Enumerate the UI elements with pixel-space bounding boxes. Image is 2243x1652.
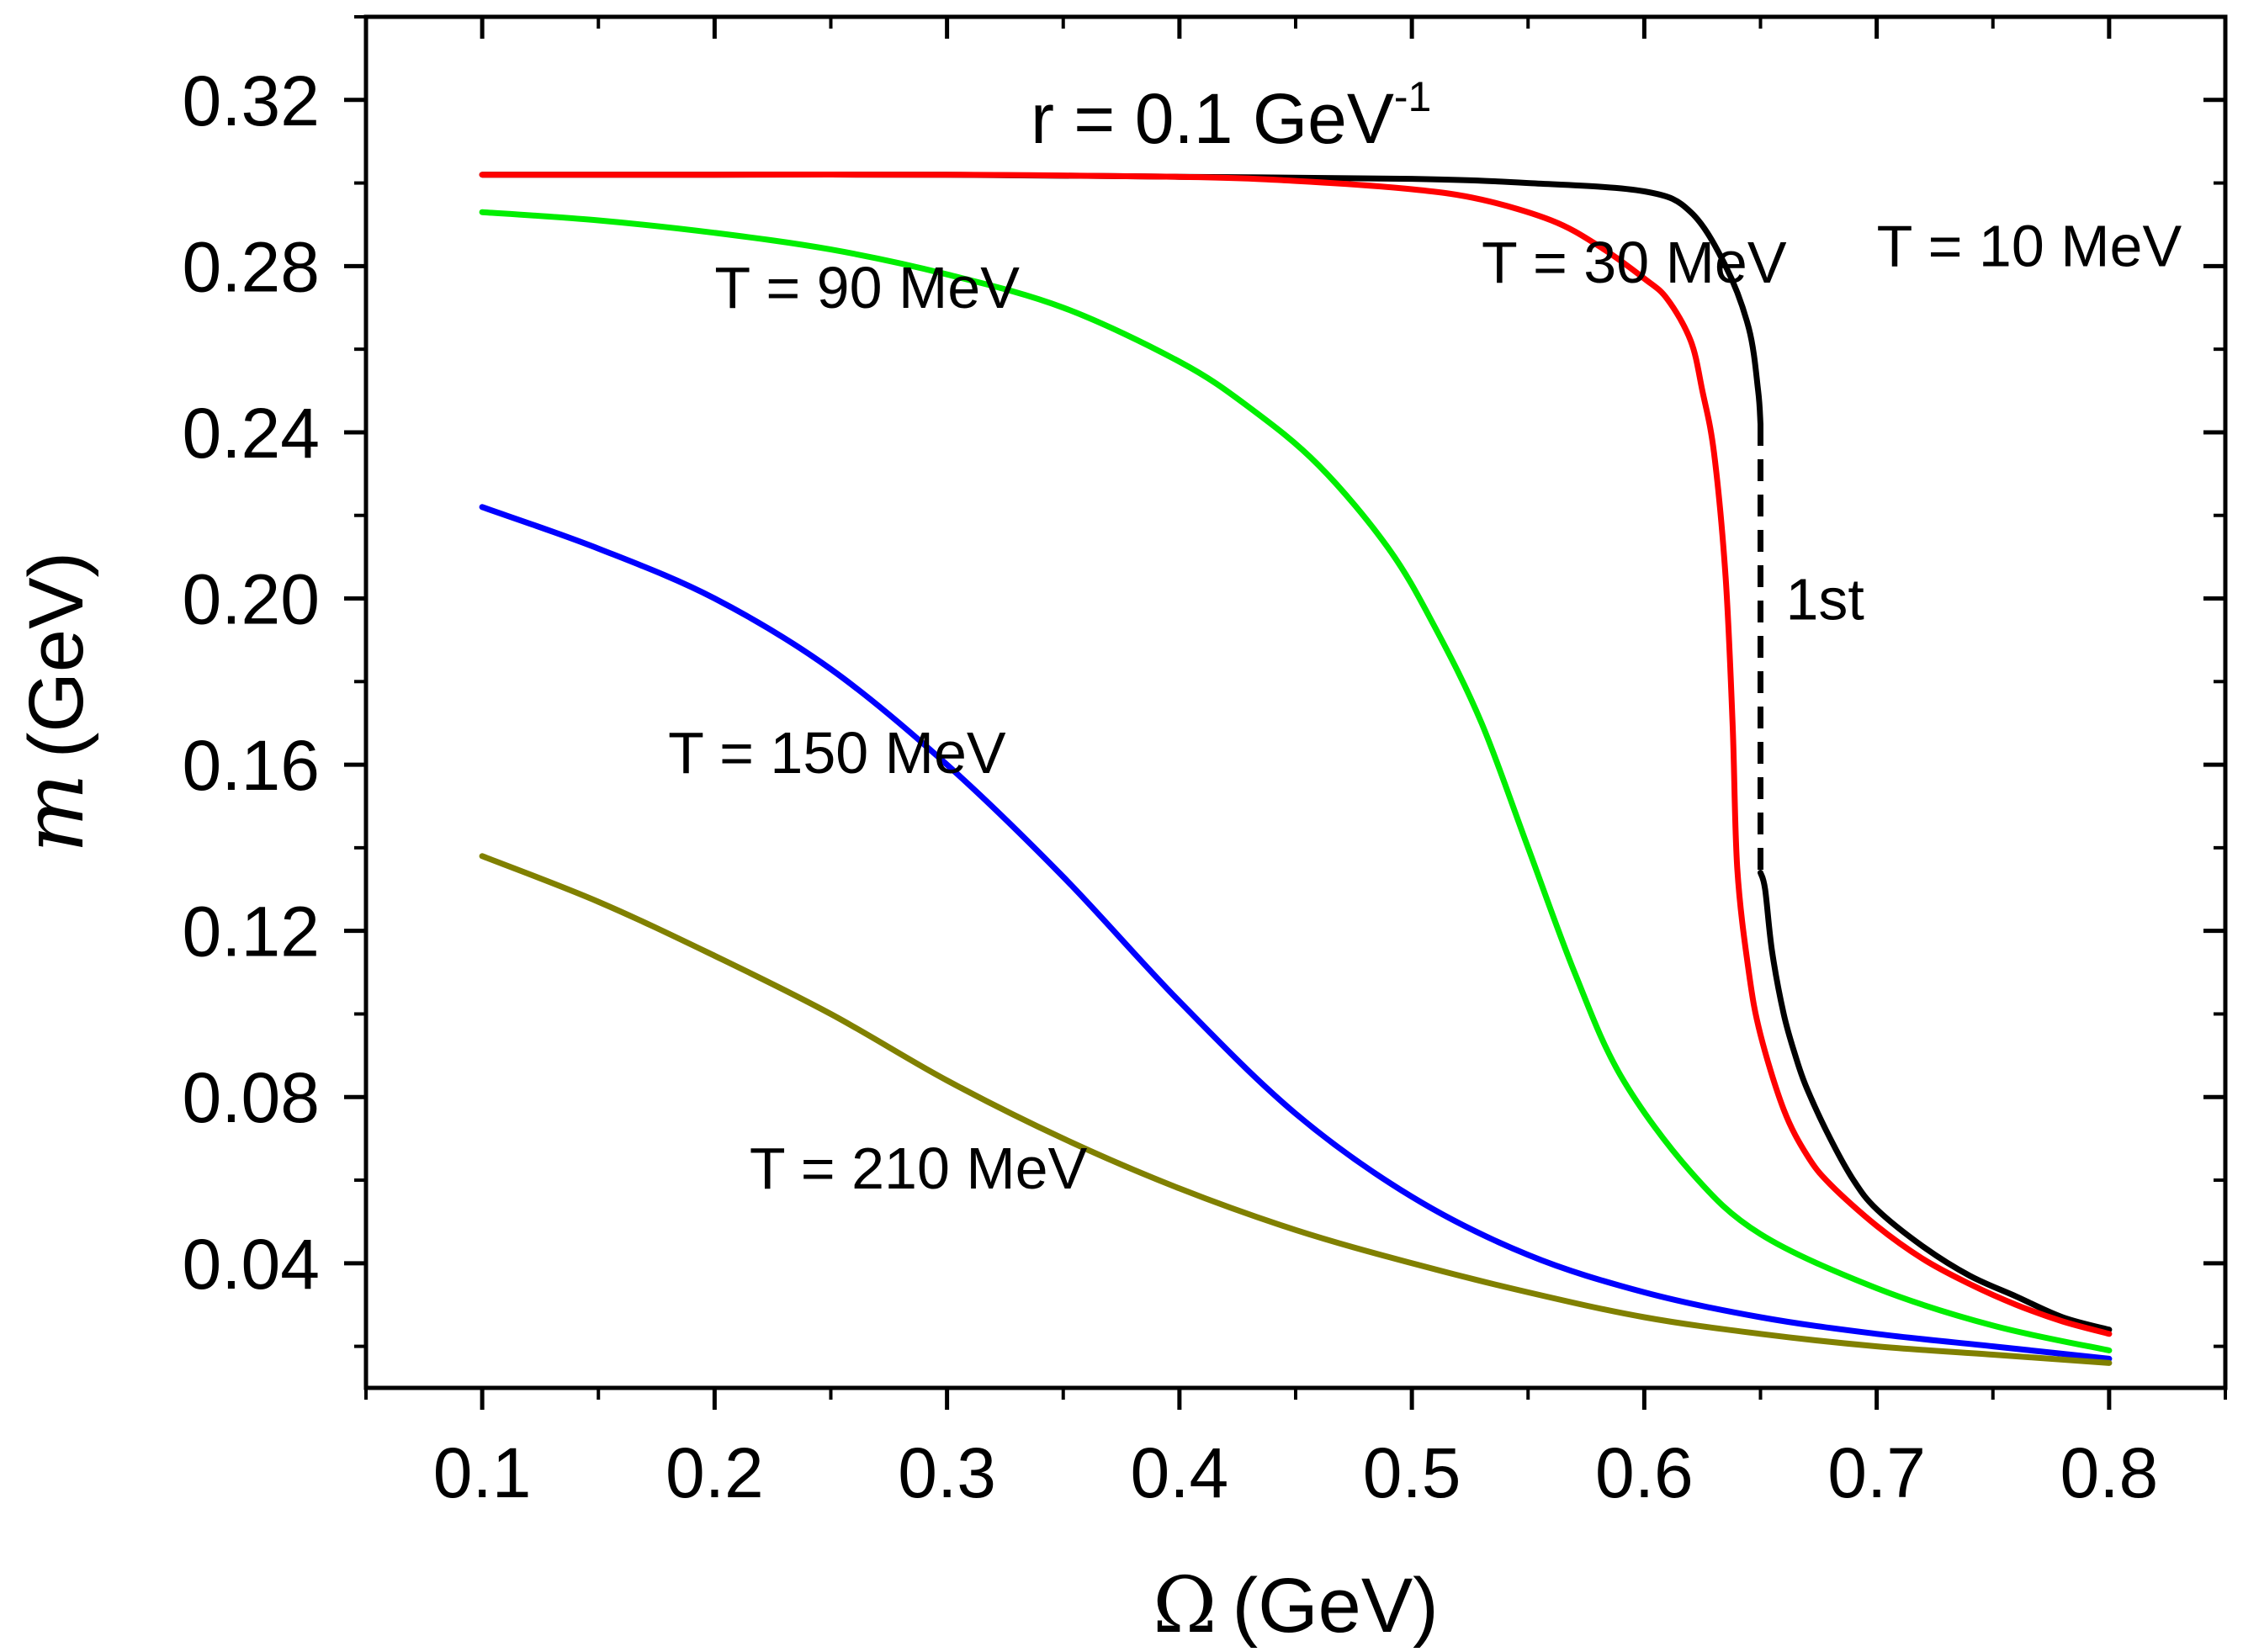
annotation-layer: T = 10 MeV T = 30 MeV T = 90 MeV T = 150 Me… <box>668 213 2182 1201</box>
y-axis-title: m (GeV) <box>4 552 103 853</box>
y-tick-label: 0.32 <box>183 61 321 140</box>
series-label: T = 30 MeV <box>1482 230 1787 295</box>
series-line <box>1758 870 2113 1333</box>
y-tick-label: 0.04 <box>183 1225 321 1304</box>
series-line <box>479 172 2113 1337</box>
x-axis-symbol: Ω <box>1153 1560 1217 1650</box>
series-layer <box>479 172 2113 1366</box>
y-axis-unit: (GeV) <box>13 552 99 758</box>
series-label: T = 90 MeV <box>714 255 1020 320</box>
series-label: T = 210 MeV <box>750 1136 1088 1201</box>
x-tick-label: 0.6 <box>1595 1433 1694 1512</box>
series-line <box>479 853 2113 1366</box>
x-tick-label: 0.2 <box>665 1433 764 1512</box>
y-tick-label: 0.12 <box>183 892 321 972</box>
series-label: T = 150 MeV <box>668 720 1006 786</box>
x-tick-label: 0.1 <box>433 1433 532 1512</box>
x-tick-label: 0.4 <box>1130 1433 1228 1512</box>
x-axis-title: Ω (GeV) <box>1153 1560 1439 1650</box>
x-axis-unit: (GeV) <box>1232 1563 1438 1649</box>
chart-title-base: r = 0.1 GeV <box>1031 79 1394 158</box>
y-axis-symbol: m <box>4 773 103 853</box>
chart-title: r = 0.1 GeV-1 <box>1031 73 1431 158</box>
y-tick-label: 0.16 <box>183 726 321 805</box>
series-line <box>479 172 1763 427</box>
y-axis-ticks: 0.04 0.08 0.12 0.16 0.20 0.24 0.28 0.32 <box>183 15 2225 1348</box>
series-label: T = 10 MeV <box>1877 213 2182 278</box>
x-axis-ticks: 0.1 0.2 0.3 0.4 0.5 0.6 0.7 0.8 <box>364 17 2227 1512</box>
y-tick-label: 0.20 <box>183 560 321 639</box>
x-tick-label: 0.8 <box>2060 1433 2158 1512</box>
transition-label: 1st <box>1786 567 1864 633</box>
x-tick-label: 0.5 <box>1363 1433 1461 1512</box>
y-tick-label: 0.08 <box>183 1058 321 1137</box>
transition-layer: 1st <box>1758 424 1864 873</box>
chart-title-exponent: -1 <box>1394 73 1431 120</box>
x-tick-label: 0.7 <box>1827 1433 1926 1512</box>
series-line <box>479 209 2113 1353</box>
series-line <box>479 504 2113 1362</box>
x-tick-label: 0.3 <box>898 1433 996 1512</box>
y-tick-label: 0.28 <box>183 227 321 306</box>
y-tick-label: 0.24 <box>183 394 321 473</box>
